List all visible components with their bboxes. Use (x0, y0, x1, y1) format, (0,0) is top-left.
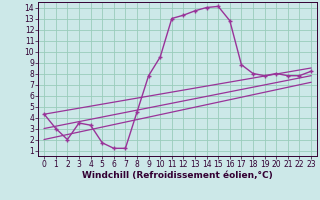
X-axis label: Windchill (Refroidissement éolien,°C): Windchill (Refroidissement éolien,°C) (82, 171, 273, 180)
